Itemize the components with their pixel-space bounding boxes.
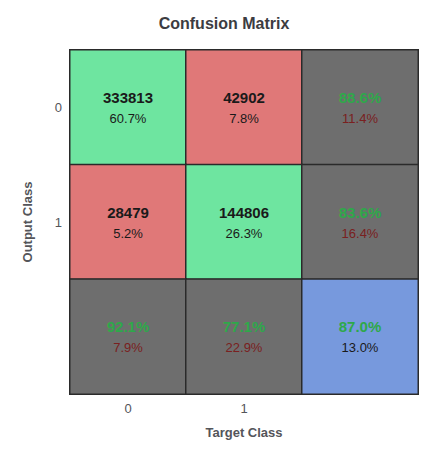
svg-text:5.2%: 5.2% <box>113 226 143 241</box>
svg-text:333813: 333813 <box>103 89 153 106</box>
svg-text:1: 1 <box>240 401 247 416</box>
svg-text:22.9%: 22.9% <box>226 340 263 355</box>
svg-text:Output Class: Output Class <box>20 182 35 263</box>
svg-text:60.7%: 60.7% <box>110 111 147 126</box>
svg-text:0: 0 <box>55 100 62 115</box>
svg-text:92.1%: 92.1% <box>107 318 150 335</box>
svg-text:144806: 144806 <box>219 204 269 221</box>
svg-text:83.6%: 83.6% <box>339 204 382 221</box>
svg-text:87.0%: 87.0% <box>339 318 382 335</box>
svg-text:11.4%: 11.4% <box>342 111 378 126</box>
svg-text:28479: 28479 <box>107 204 149 221</box>
svg-text:7.9%: 7.9% <box>113 340 143 355</box>
svg-text:7.8%: 7.8% <box>229 111 259 126</box>
svg-text:77.1%: 77.1% <box>223 318 266 335</box>
svg-text:1: 1 <box>55 215 62 230</box>
svg-text:Target Class: Target Class <box>205 425 282 440</box>
svg-text:88.6%: 88.6% <box>339 89 382 106</box>
svg-text:Confusion Matrix: Confusion Matrix <box>159 15 290 32</box>
svg-text:13.0%: 13.0% <box>342 340 379 355</box>
svg-text:26.3%: 26.3% <box>226 226 263 241</box>
svg-text:42902: 42902 <box>223 89 265 106</box>
svg-text:16.4%: 16.4% <box>342 226 379 241</box>
svg-text:0: 0 <box>124 401 131 416</box>
